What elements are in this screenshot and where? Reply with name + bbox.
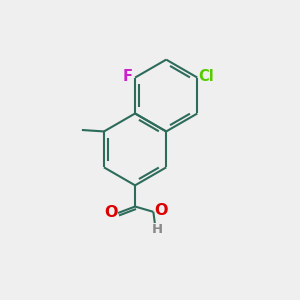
- Text: F: F: [123, 70, 133, 85]
- Text: H: H: [152, 223, 163, 236]
- Text: Cl: Cl: [198, 70, 214, 85]
- Text: O: O: [104, 205, 117, 220]
- Text: O: O: [154, 203, 167, 218]
